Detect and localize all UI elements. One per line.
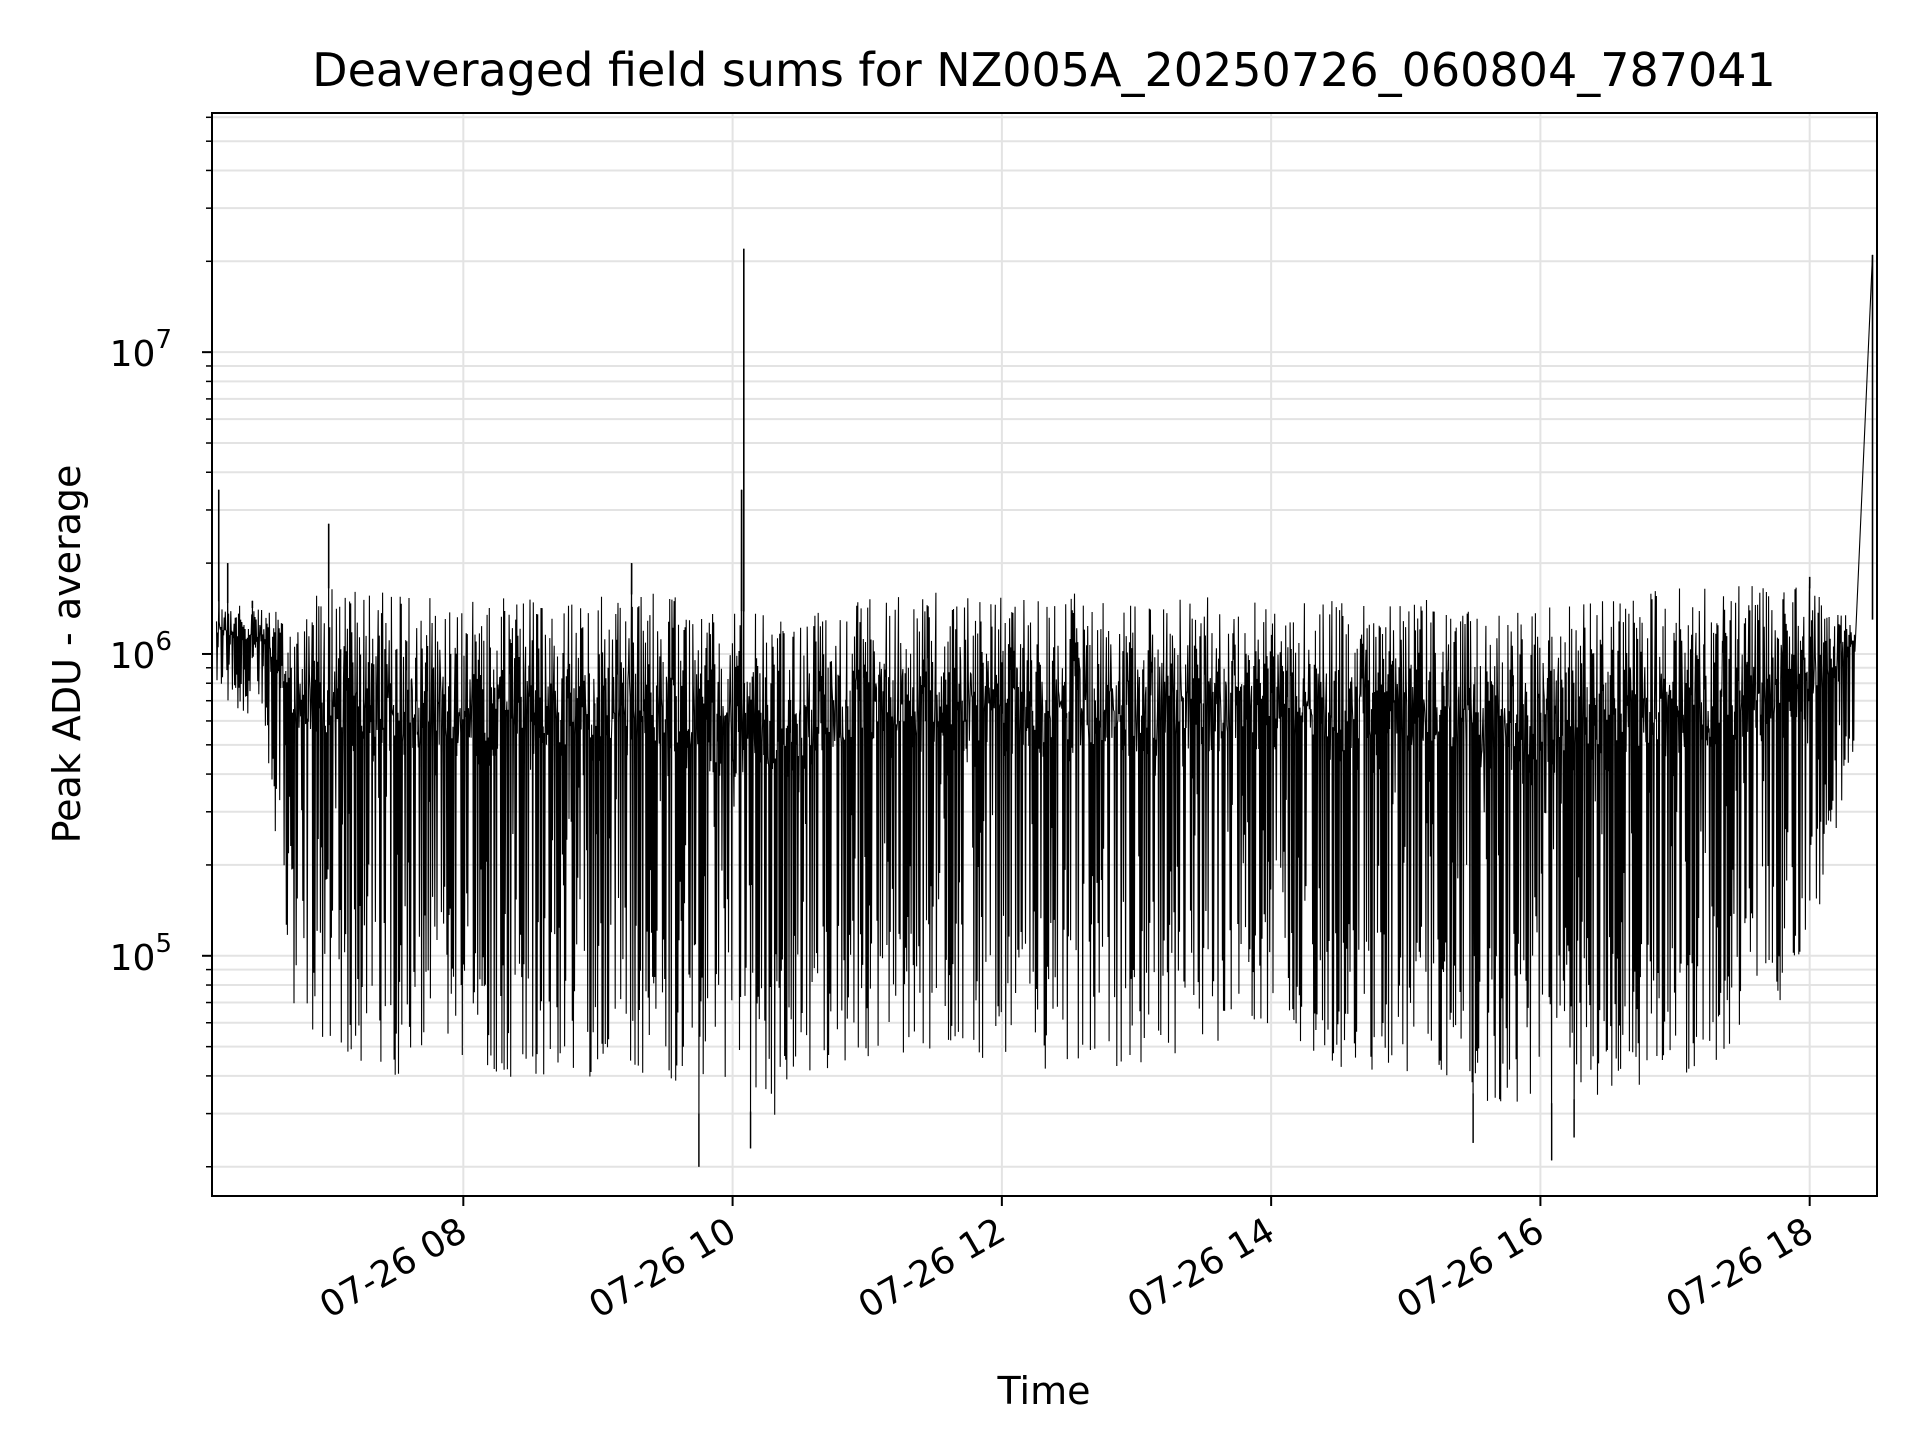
chart-title: Deaveraged field sums for NZ005A_2025072… xyxy=(312,43,1776,97)
x-axis-label: Time xyxy=(997,1369,1091,1413)
y-tick-label: 106 xyxy=(110,627,172,677)
series-line xyxy=(215,248,1874,1167)
data-series xyxy=(215,248,1874,1167)
y-axis-label: Peak ADU - average xyxy=(45,465,89,844)
